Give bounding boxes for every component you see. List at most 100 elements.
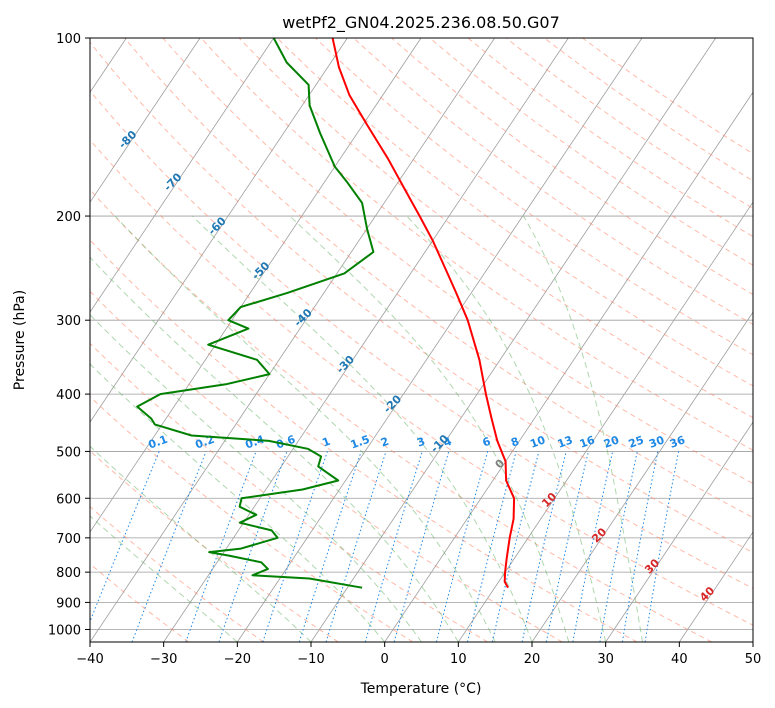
y-tick-label: 900 — [56, 596, 81, 611]
x-tick-label: 20 — [524, 652, 541, 667]
mixing-ratio-line — [599, 451, 638, 642]
isotherm-label: -50 — [249, 259, 272, 282]
x-tick-label: 40 — [671, 652, 688, 667]
y-tick-label: 700 — [56, 532, 81, 547]
mixing-ratio-label: 25 — [627, 433, 646, 450]
isotherm-line — [90, 38, 348, 423]
plot-frame — [89, 37, 754, 643]
y-axis-label: Pressure (hPa) — [12, 290, 28, 390]
mixing-ratio-label: 13 — [556, 433, 575, 450]
isotherm-label: -80 — [116, 128, 139, 151]
x-tick-label: −30 — [150, 652, 177, 667]
mixing-ratio-label: 0.6 — [274, 433, 297, 452]
x-tick-label: 30 — [597, 652, 614, 667]
mixing-ratio-line — [491, 451, 540, 642]
y-tick-label: 500 — [56, 445, 81, 460]
dry-adiabat — [276, 38, 753, 387]
isotherm-label: 40 — [697, 584, 717, 604]
y-tick-label: 600 — [56, 492, 81, 507]
chart-title: wetPf2_GN04.2025.236.08.50.G07 — [282, 13, 560, 33]
mixing-ratio-line — [131, 451, 207, 642]
x-axis-label: Temperature (°C) — [360, 681, 482, 697]
dry-adiabat — [238, 38, 753, 419]
dry-adiabat — [315, 38, 753, 356]
mixing-ratio-label: 1.5 — [349, 433, 372, 452]
isotherm-line — [163, 38, 569, 642]
mixing-ratio-line — [262, 451, 328, 642]
isotherm-label: 30 — [642, 556, 662, 576]
y-tick-label: 200 — [56, 210, 81, 225]
mixing-ratio-label: 0.1 — [147, 433, 170, 452]
mixing-ratio-line — [435, 451, 489, 642]
mixing-ratio-line — [393, 451, 450, 642]
moist-adiabat — [90, 314, 422, 642]
isotherm-line — [605, 421, 753, 642]
dry-adiabat — [467, 38, 753, 238]
dry-adiabat — [90, 290, 563, 642]
mixing-ratio-label: 1 — [320, 435, 332, 450]
isotherm-line — [384, 91, 753, 642]
profile-line — [331, 38, 516, 589]
isotherm-label: -20 — [381, 392, 404, 415]
mixing-ratio-line — [467, 451, 517, 642]
dry-adiabat — [353, 38, 753, 325]
x-tick-label: 50 — [745, 652, 762, 667]
y-tick-label: 100 — [56, 32, 81, 47]
mixing-ratio-label: 20 — [602, 433, 621, 451]
dry-adiabat — [90, 450, 339, 642]
dry-adiabat — [90, 90, 753, 589]
isotherm-line — [90, 38, 201, 203]
moist-adiabat — [90, 256, 459, 642]
isotherm-label: -100 — [23, 41, 52, 70]
isotherm-line — [310, 38, 717, 642]
mixing-ratio-line — [218, 451, 288, 642]
mixing-ratio-label: 6 — [481, 435, 493, 450]
dry-adiabat — [200, 38, 753, 451]
dry-adiabat — [505, 38, 753, 210]
isotherm-label: -30 — [334, 353, 357, 376]
dry-adiabat — [429, 38, 753, 266]
isotherm-line — [458, 201, 753, 642]
x-tick-label: −10 — [297, 652, 324, 667]
mixing-ratio-label: 4 — [442, 435, 454, 450]
dry-adiabat — [90, 188, 712, 642]
moist-adiabat — [114, 215, 496, 642]
profile-line — [136, 38, 375, 589]
plot-area: 0.1 0.2 0.4 0.6 1 1.5 2 3 4 6 8 10 13 16 20 25 30 36-100-… — [23, 38, 753, 642]
mixing-ratio-label: 10 — [528, 433, 547, 451]
mixing-ratio-label: 36 — [668, 433, 687, 451]
mixing-ratio-line — [572, 451, 614, 642]
mixing-ratio-line — [364, 451, 423, 642]
isotherm-line — [237, 38, 643, 642]
mixing-ratio-line — [298, 451, 362, 642]
isotherm-line — [752, 641, 753, 642]
isotherm-label: -40 — [292, 306, 315, 329]
dry-adiabat — [582, 38, 753, 155]
x-tick-label: −40 — [76, 652, 103, 667]
moist-adiabat — [90, 445, 312, 642]
moist-adiabat — [90, 515, 238, 642]
x-tick-label: 0 — [381, 652, 389, 667]
dry-adiabat — [90, 239, 638, 642]
mixing-ratio-label: 16 — [578, 433, 597, 451]
isotherm-label: -60 — [206, 214, 229, 237]
y-tick-label: 800 — [56, 566, 81, 581]
isotherm-line — [90, 38, 275, 313]
isotherm-label: -90 — [71, 85, 94, 108]
y-tick-label: 300 — [56, 314, 81, 329]
isotherm-label: 20 — [589, 525, 609, 545]
mixing-ratio-line — [185, 451, 257, 642]
dry-adiabat — [90, 506, 264, 642]
dry-adiabat — [90, 563, 190, 642]
isotherm-line — [90, 38, 496, 642]
x-tick-label: 10 — [450, 652, 467, 667]
mixing-ratio-line — [90, 451, 160, 623]
isotherm-line — [531, 311, 753, 642]
y-tick-label: 1000 — [48, 623, 81, 638]
moist-adiabat — [406, 215, 607, 642]
moist-adiabat — [192, 215, 533, 642]
mixing-ratio-label: 30 — [647, 433, 666, 451]
mixing-ratio-line — [325, 451, 387, 642]
x-tick-label: −20 — [224, 652, 251, 667]
